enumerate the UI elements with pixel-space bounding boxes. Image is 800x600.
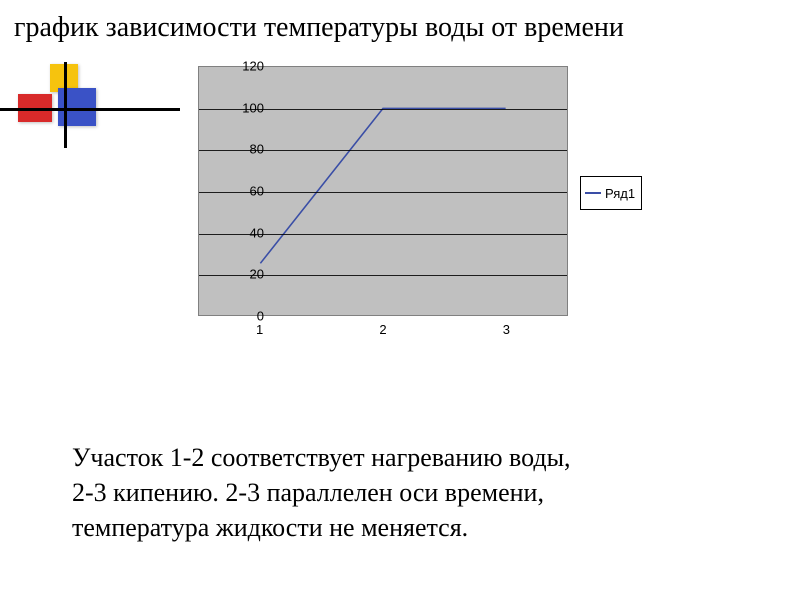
caption-line: 2-3 кипению. 2-3 параллелен оси времени, xyxy=(72,475,571,510)
chart-xtick: 1 xyxy=(256,322,263,337)
caption-line: Участок 1-2 соответствует нагреванию вод… xyxy=(72,440,571,475)
logo-decoration xyxy=(18,64,108,144)
chart-xtick: 3 xyxy=(503,322,510,337)
chart-ytick: 80 xyxy=(230,142,264,157)
chart-legend: Ряд1 xyxy=(580,176,642,210)
chart-ytick: 100 xyxy=(230,100,264,115)
legend-label: Ряд1 xyxy=(605,186,635,201)
logo-rule-vertical xyxy=(64,62,67,148)
chart-xtick: 2 xyxy=(379,322,386,337)
chart-ytick: 20 xyxy=(230,267,264,282)
temperature-chart: Ряд1 020406080100120123 xyxy=(160,58,640,348)
chart-ytick: 40 xyxy=(230,225,264,240)
caption-line: температура жидкости не меняется. xyxy=(72,510,571,545)
chart-ytick: 60 xyxy=(230,184,264,199)
page-title: график зависимости температуры воды от в… xyxy=(14,12,624,44)
logo-rule-horizontal xyxy=(0,108,180,111)
chart-ytick: 120 xyxy=(230,59,264,74)
legend-swatch xyxy=(585,192,601,194)
chart-caption: Участок 1-2 соответствует нагреванию вод… xyxy=(72,440,571,545)
